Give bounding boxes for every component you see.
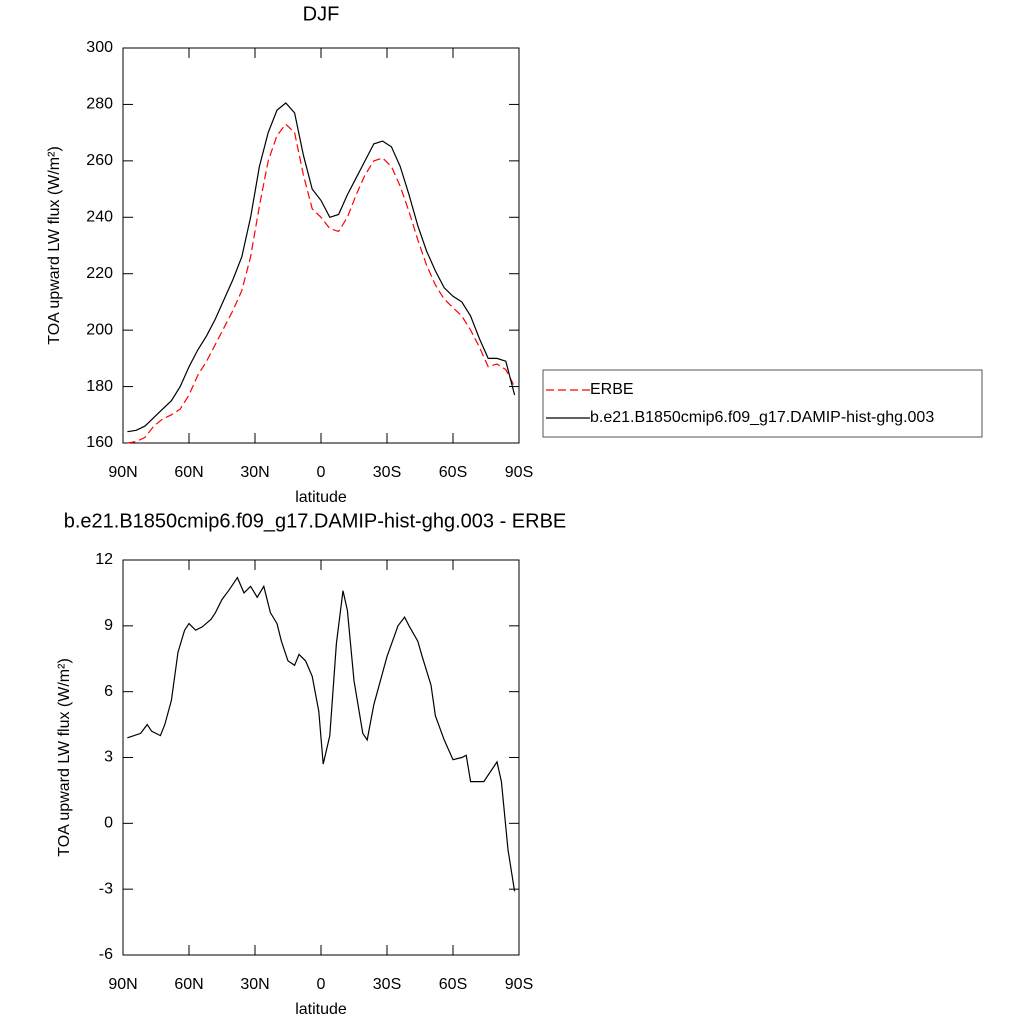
x-axis-label: latitude: [295, 1001, 347, 1018]
x-tick-label: 0: [317, 976, 326, 993]
x-tick-label: 30S: [373, 976, 401, 993]
x-tick-label: 30S: [373, 464, 401, 481]
legend-box: [542, 369, 983, 438]
y-tick-label: -3: [99, 880, 113, 897]
x-tick-label: 90N: [108, 976, 137, 993]
y-axis-label: TOA upward LW flux (W/m²): [56, 658, 73, 857]
x-tick-label: 60S: [439, 464, 467, 481]
chart-title: DJF: [303, 3, 340, 25]
x-tick-label: 0: [317, 464, 326, 481]
x-axis-label: latitude: [295, 489, 347, 506]
y-axis-label: TOA upward LW flux (W/m²): [46, 146, 63, 345]
legend-label: ERBE: [590, 381, 634, 398]
data-line: [127, 576, 516, 892]
legend-label: b.e21.B1850cmip6.f09_g17.DAMIP-hist-ghg.…: [590, 409, 934, 426]
x-tick-label: 60S: [439, 976, 467, 993]
y-tick-label: 3: [104, 749, 113, 766]
x-tick-label: 90N: [108, 464, 137, 481]
y-tick-label: 260: [86, 152, 113, 169]
x-tick-label: 60N: [174, 976, 203, 993]
y-tick-label: 240: [86, 209, 113, 226]
x-tick-label: 90S: [505, 976, 533, 993]
y-tick-label: 180: [86, 378, 113, 395]
y-tick-label: 9: [104, 617, 113, 634]
data-line: [127, 123, 516, 444]
y-tick-label: 12: [95, 551, 113, 568]
y-tick-label: 6: [104, 683, 113, 700]
y-tick-label: 220: [86, 265, 113, 282]
chart-title: b.e21.B1850cmip6.f09_g17.DAMIP-hist-ghg.…: [64, 510, 567, 532]
x-tick-label: 90S: [505, 464, 533, 481]
y-tick-label: 0: [104, 815, 113, 832]
x-tick-label: 30N: [240, 464, 269, 481]
x-tick-label: 30N: [240, 976, 269, 993]
x-tick-label: 60N: [174, 464, 203, 481]
plot-frame: [122, 47, 520, 444]
y-tick-label: 200: [86, 321, 113, 338]
y-tick-label: 300: [86, 39, 113, 56]
y-tick-label: 160: [86, 434, 113, 451]
y-tick-label: 280: [86, 96, 113, 113]
y-tick-label: -6: [99, 946, 113, 963]
data-line: [127, 102, 516, 433]
